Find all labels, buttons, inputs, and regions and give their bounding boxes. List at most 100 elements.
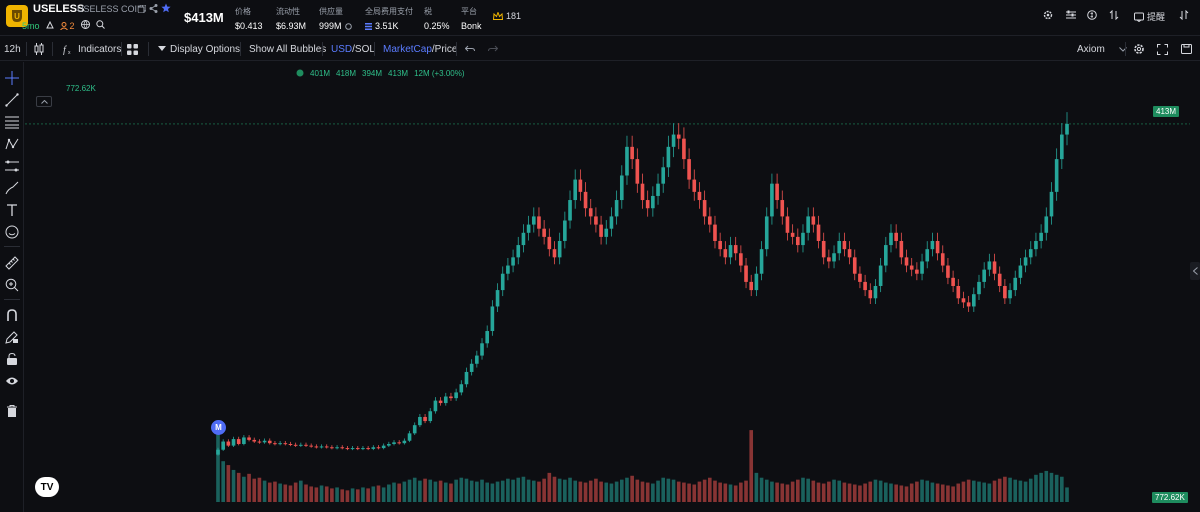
show-bubbles-button[interactable]: Show All Bubbles [249, 37, 326, 61]
search-icon[interactable] [95, 20, 105, 31]
candle-body [247, 437, 251, 440]
currency-icon[interactable] [1087, 10, 1097, 23]
display-options-button[interactable]: Display Options [158, 37, 240, 61]
volume-bar [454, 479, 458, 502]
magnet-icon [7, 309, 17, 321]
volume-bar [443, 482, 448, 502]
interval-selector[interactable]: 12h [4, 37, 21, 61]
share-icon[interactable] [149, 4, 158, 16]
zoom-tool[interactable] [4, 277, 20, 293]
candle-body [723, 249, 728, 258]
sort-icon[interactable] [1179, 9, 1189, 23]
snapshot-button[interactable] [1181, 37, 1192, 61]
settings-icon[interactable] [1043, 10, 1053, 23]
event-marker[interactable]: M [211, 420, 226, 435]
projection-tool[interactable] [4, 158, 20, 174]
volume-bar [578, 481, 583, 502]
volume-bar [599, 481, 603, 502]
metric-toggle[interactable]: MarketCap/Price [383, 37, 457, 61]
ohlc-legend: 401M 418M 394M 413M 12M (+3.00%) [296, 69, 465, 79]
crosshair-tool[interactable] [4, 70, 20, 86]
alert-button[interactable]: 提醒 [1134, 10, 1165, 23]
candle-type-button[interactable] [34, 37, 44, 61]
text-tool[interactable] [4, 202, 20, 218]
grid-icon [127, 43, 138, 55]
volume-bar [252, 478, 257, 502]
trendline-tool[interactable] [4, 92, 20, 108]
star-icon[interactable] [161, 3, 171, 16]
ruler-tool[interactable] [4, 255, 20, 271]
candle-body [293, 444, 298, 446]
candle-body [402, 440, 407, 444]
collapse-legend-button[interactable] [36, 96, 52, 107]
brush-tool[interactable] [4, 180, 20, 196]
volume-bar [847, 483, 852, 502]
candle-body [889, 232, 893, 246]
candle-body [930, 240, 935, 250]
layout-grid-button[interactable] [127, 37, 138, 61]
sol-option[interactable]: /SOL [352, 43, 375, 55]
volume-bar [723, 483, 728, 502]
source-selector[interactable]: Axiom [1077, 37, 1127, 61]
globe-icon[interactable] [80, 20, 90, 31]
volume-bar [645, 482, 650, 502]
candle-body [387, 443, 391, 446]
redo-button[interactable] [488, 37, 498, 61]
fib-tool[interactable] [4, 114, 20, 130]
visibility-tool[interactable] [4, 373, 20, 389]
volume-bar [920, 479, 924, 502]
volume-bar [956, 483, 961, 502]
candle-body [236, 439, 241, 444]
candle-body [904, 257, 909, 266]
undo-button[interactable] [465, 37, 475, 61]
volume-bar [1003, 476, 1007, 502]
copy-icon[interactable] [137, 4, 147, 16]
crosshair-icon [5, 71, 19, 85]
candle-body [366, 448, 370, 450]
magnet-tool[interactable] [4, 307, 20, 323]
emoji-tool[interactable] [4, 224, 20, 240]
panel-toggle[interactable] [1190, 262, 1200, 280]
volume-bar [697, 481, 702, 502]
candle-body [221, 441, 225, 450]
candle-body [873, 286, 878, 299]
list-filter-icon[interactable] [1066, 10, 1076, 23]
candle-body [583, 191, 588, 209]
chart-settings-button[interactable] [1133, 37, 1145, 61]
tradingview-logo[interactable]: TV [35, 477, 59, 497]
pattern-tool[interactable] [4, 136, 20, 152]
volume-bar [739, 482, 743, 502]
candle-body [578, 179, 583, 192]
volume-bar [651, 483, 655, 502]
candlestick-chart[interactable] [25, 62, 1190, 512]
candle-body [464, 371, 469, 385]
candle-body [837, 240, 842, 254]
fullscreen-button[interactable] [1157, 37, 1168, 61]
refresh-icon[interactable] [344, 22, 352, 30]
draw-lock-tool[interactable] [4, 329, 20, 345]
volume-bar [1039, 472, 1043, 502]
volume-bar [1023, 481, 1028, 502]
lock-tool[interactable] [4, 351, 20, 367]
candle-body [707, 216, 712, 225]
crown-badge[interactable]: 181 [493, 11, 521, 21]
volume-bar [511, 479, 515, 502]
usd-option[interactable]: USD [331, 43, 353, 55]
volume-bar [671, 479, 676, 502]
volume-bar [381, 487, 386, 502]
price-option[interactable]: /Price [431, 43, 458, 55]
currency-toggle[interactable]: USD/SOL [331, 37, 375, 61]
candle-body [1065, 123, 1069, 135]
delete-tool[interactable] [4, 403, 20, 419]
volume-bar [226, 465, 231, 502]
legend-eye-icon[interactable] [296, 69, 304, 79]
volume-bar [423, 478, 427, 502]
marketcap-option[interactable]: MarketCap [383, 43, 432, 55]
candle-body [790, 232, 795, 237]
stat-value: Bonk [461, 21, 482, 31]
volume-bar [376, 485, 381, 502]
candle-body [309, 445, 313, 447]
candle-body [811, 216, 816, 225]
swap-arrows-icon[interactable] [1109, 9, 1119, 23]
